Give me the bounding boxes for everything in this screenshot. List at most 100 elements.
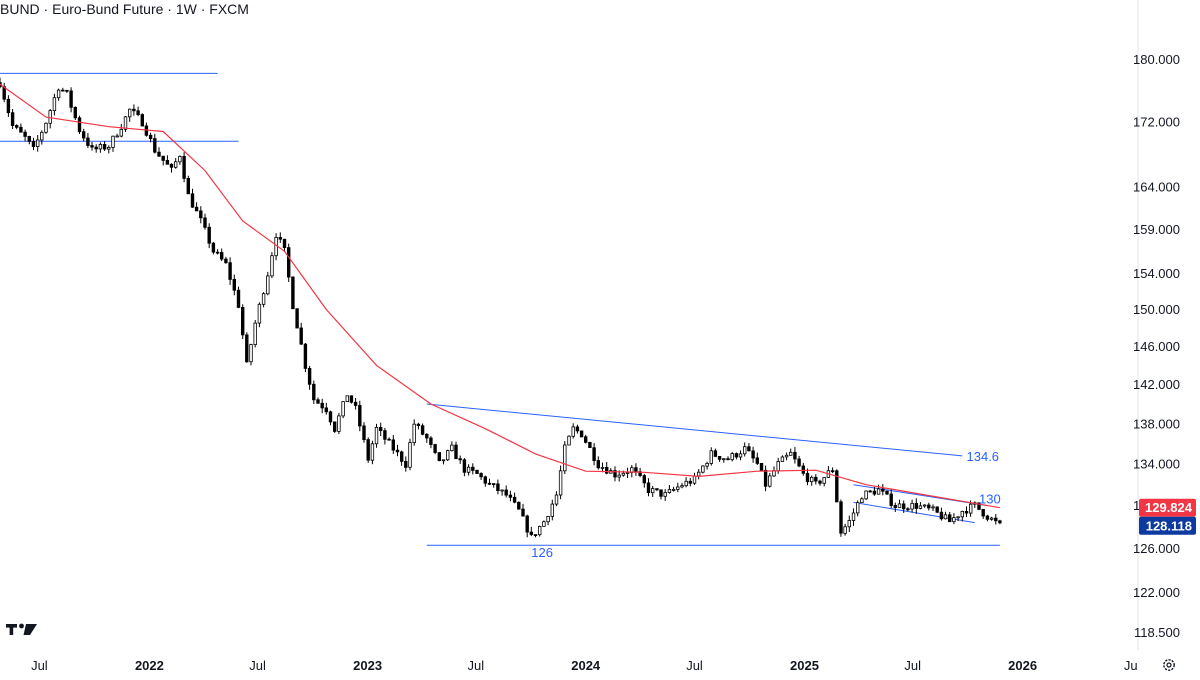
candle-up xyxy=(621,472,626,476)
candle-down xyxy=(508,494,513,498)
candle-down xyxy=(240,306,245,336)
candle-up xyxy=(709,450,713,464)
candle-up xyxy=(780,456,785,462)
candle-down xyxy=(885,490,889,495)
price-badge-label: 129.824 xyxy=(1145,500,1193,515)
settings-gear-icon[interactable] xyxy=(1163,659,1175,671)
price-tick-label: 159.000 xyxy=(1133,222,1180,237)
candle-down xyxy=(726,458,730,461)
candle-up xyxy=(768,475,772,487)
candle-down xyxy=(759,462,764,471)
candle-up xyxy=(860,498,864,503)
candle-down xyxy=(525,515,529,533)
candle-down xyxy=(136,110,140,116)
candle-up xyxy=(40,131,44,141)
price-tick-label: 154.000 xyxy=(1133,266,1180,281)
candle-down xyxy=(839,501,843,534)
candle-up xyxy=(571,426,575,437)
candle-down xyxy=(512,496,517,503)
candle-down xyxy=(316,399,320,404)
time-axis[interactable]: Jul 2022 Jul 2023 Jul 2024 Jul 2025 Jul 2026 Ju xyxy=(31,658,1138,673)
trendlines-layer xyxy=(0,72,1000,546)
candle-down xyxy=(634,467,638,473)
candle-down xyxy=(420,425,425,435)
candle-up xyxy=(253,322,257,346)
candle-down xyxy=(140,114,144,127)
candle-down xyxy=(132,108,136,112)
tradingview-logo[interactable] xyxy=(6,623,37,635)
candle-up xyxy=(822,477,826,484)
candle-down xyxy=(902,503,906,510)
candle-up xyxy=(178,155,182,163)
candle-up xyxy=(722,458,726,461)
candle-down xyxy=(483,476,487,484)
time-tick-label: Jul xyxy=(686,658,703,673)
candle-down xyxy=(927,504,931,509)
price-axis[interactable]: 180.000 172.000 164.000 159.000 154.000 150.0… xyxy=(1133,52,1180,640)
candle-up xyxy=(36,139,40,147)
candle-up xyxy=(558,470,563,496)
candle-down xyxy=(391,439,395,451)
candle-down xyxy=(362,425,366,440)
trendline-channel-bottom[interactable] xyxy=(853,501,975,524)
candle-down xyxy=(437,452,441,462)
candle-up xyxy=(345,395,349,402)
candle-down xyxy=(646,482,651,493)
candle-down xyxy=(475,469,479,474)
candle-down xyxy=(307,367,312,385)
price-tick-label: 172.000 xyxy=(1133,114,1180,129)
candle-up xyxy=(266,275,270,295)
moving-average-line xyxy=(0,83,1001,509)
price-tick-label: 134.000 xyxy=(1133,457,1180,472)
candle-down xyxy=(797,458,801,467)
candle-down xyxy=(805,472,810,483)
candle-down xyxy=(215,251,220,254)
candle-up xyxy=(931,506,935,509)
candles-layer xyxy=(0,77,1002,538)
candle-down xyxy=(169,163,174,168)
candle-down xyxy=(61,89,65,92)
candle-down xyxy=(981,508,985,517)
candle-down xyxy=(998,520,1002,524)
candle-down xyxy=(763,469,768,487)
candle-up xyxy=(546,516,550,523)
time-tick-label: 2023 xyxy=(353,658,382,673)
candle-up xyxy=(910,502,914,510)
price-badge-bg xyxy=(1139,498,1196,517)
candle-down xyxy=(199,210,203,219)
trendline-descending-resistance[interactable] xyxy=(426,403,963,457)
candle-down xyxy=(332,421,337,432)
candle-up xyxy=(705,462,709,467)
candle-down xyxy=(642,475,646,484)
candle-down xyxy=(914,502,918,509)
candle-down xyxy=(454,444,458,460)
candle-down xyxy=(291,276,295,310)
candle-down xyxy=(575,426,580,432)
candle-up xyxy=(969,503,973,514)
candle-down xyxy=(713,450,718,457)
candle-up xyxy=(554,494,559,505)
candle-down xyxy=(471,466,475,471)
candle-up xyxy=(111,135,115,148)
candle-down xyxy=(462,459,467,473)
candle-down xyxy=(194,206,199,212)
candle-down xyxy=(801,465,805,474)
price-tick-label: 146.000 xyxy=(1133,339,1180,354)
candle-down xyxy=(835,470,839,503)
candle-up xyxy=(684,480,688,487)
candle-down xyxy=(496,483,500,491)
candle-down xyxy=(224,258,228,264)
candle-up xyxy=(671,488,676,491)
candle-down xyxy=(358,405,362,427)
candle-up xyxy=(127,108,132,118)
candle-down xyxy=(395,449,400,453)
candle-down xyxy=(948,514,952,523)
candle-down xyxy=(211,242,216,253)
candle-up xyxy=(44,122,48,133)
candle-down xyxy=(404,460,408,468)
candle-down xyxy=(6,98,11,114)
candle-down xyxy=(747,446,751,452)
candle-down xyxy=(659,489,663,497)
candle-up xyxy=(897,503,902,508)
